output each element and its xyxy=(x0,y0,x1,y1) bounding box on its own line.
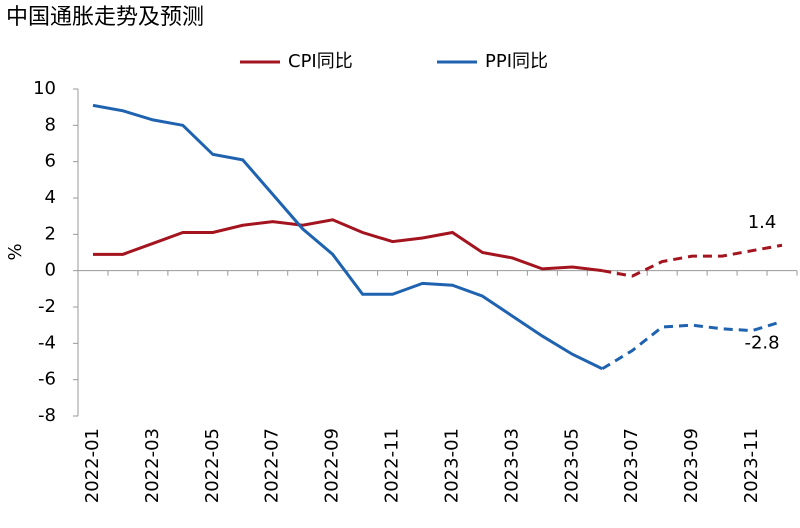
legend-label: CPI同比 xyxy=(288,51,353,72)
y-tick-label: 6 xyxy=(45,151,56,172)
x-tick-label: 2023-05 xyxy=(561,428,582,503)
y-tick-label: 0 xyxy=(45,260,56,281)
y-tick-label: 4 xyxy=(45,187,56,208)
x-tick-label: 2022-07 xyxy=(262,428,283,503)
x-tick-label: 2022-11 xyxy=(382,428,403,503)
x-tick-label: 2023-01 xyxy=(441,428,462,503)
y-tick-label: -6 xyxy=(38,369,56,390)
y-tick-label: -2 xyxy=(38,296,56,317)
y-tick-label: 10 xyxy=(33,78,56,99)
y-tick-label: 8 xyxy=(45,114,56,135)
x-tick-label: 2023-03 xyxy=(501,428,522,503)
forecast-line xyxy=(602,243,783,278)
x-tick-label: 2022-09 xyxy=(322,428,343,503)
chart-title: 中国通胀走势及预测 xyxy=(6,5,204,30)
forecast-line xyxy=(601,320,783,371)
x-tick-label: 2022-01 xyxy=(82,428,103,503)
legend-label: PPI同比 xyxy=(485,51,548,72)
x-tick-label: 2023-09 xyxy=(681,428,702,503)
y-tick-label: -4 xyxy=(38,332,56,353)
series-line xyxy=(92,218,603,273)
x-tick-label: 2022-05 xyxy=(202,428,223,503)
series-line xyxy=(92,103,603,371)
x-tick-label: 2023-11 xyxy=(741,428,762,503)
x-tick-label: 2022-03 xyxy=(142,428,163,503)
y-tick-label: -8 xyxy=(38,405,56,426)
y-axis-label: % xyxy=(5,243,26,260)
data-label: 1.4 xyxy=(748,212,777,233)
y-tick-label: 2 xyxy=(45,223,56,244)
data-label: -2.8 xyxy=(744,333,779,354)
x-tick-label: 2023-07 xyxy=(621,428,642,503)
